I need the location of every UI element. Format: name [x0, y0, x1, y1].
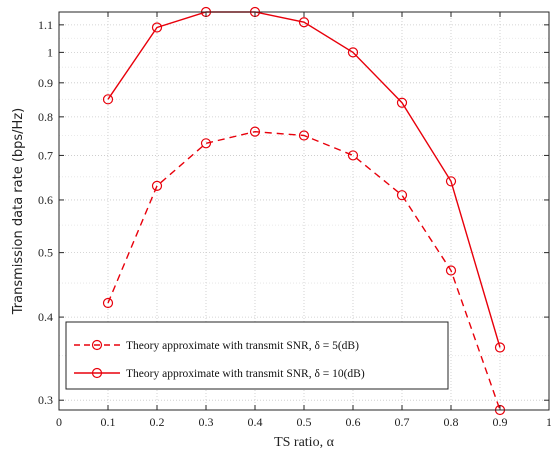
x-tick-label: 0.4	[248, 415, 263, 429]
y-tick-label: 1	[47, 45, 53, 59]
y-tick-label: 0.6	[38, 193, 53, 207]
legend: Theory approximate with transmit SNR, δ …	[66, 322, 448, 389]
legend-label-delta-5: Theory approximate with transmit SNR, δ …	[126, 340, 359, 352]
y-tick-label: 0.3	[38, 393, 53, 407]
y-axis-label: Transmission data rate (bps/Hz)	[11, 108, 26, 315]
y-tick-label: 0.7	[38, 148, 53, 162]
y-tick-label: 0.4	[38, 310, 53, 324]
x-tick-label: 0.8	[444, 415, 459, 429]
x-tick-label: 0.1	[101, 415, 116, 429]
x-tick-label: 0.2	[150, 415, 165, 429]
y-tick-label: 0.8	[38, 110, 53, 124]
x-tick-label: 0.7	[395, 415, 410, 429]
x-tick-label: 0.6	[346, 415, 361, 429]
x-axis-label: TS ratio, α	[274, 435, 334, 450]
x-tick-label: 0.5	[297, 415, 312, 429]
y-tick-label: 1.1	[38, 18, 53, 32]
x-tick-label: 0.3	[199, 415, 214, 429]
series-1-point	[496, 343, 505, 352]
y-tick-label: 0.9	[38, 76, 53, 90]
series-0-point	[202, 139, 211, 148]
legend-label-delta-10: Theory approximate with transmit SNR, δ …	[126, 368, 365, 380]
y-tick-label: 0.5	[38, 246, 53, 260]
x-tick-label: 0.9	[493, 415, 508, 429]
x-tick-label: 0	[56, 415, 62, 429]
x-tick-label: 1	[546, 415, 551, 429]
